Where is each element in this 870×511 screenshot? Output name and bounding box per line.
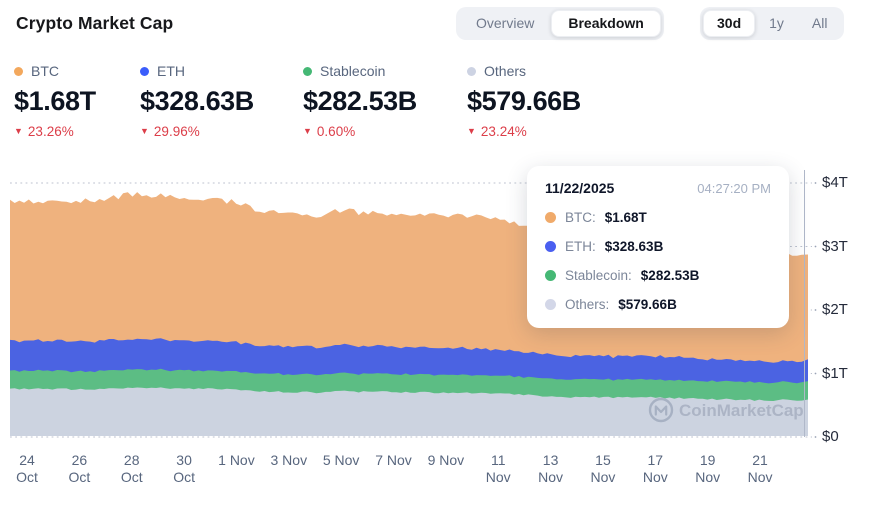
x-tick-26-oct: 26 Oct bbox=[68, 452, 91, 485]
tooltip-time: 04:27:20 PM bbox=[697, 181, 771, 196]
x-tick-30-oct: 30 Oct bbox=[173, 452, 195, 485]
stat-eth[interactable]: ETH $328.63B ▼ 29.96% bbox=[140, 63, 254, 139]
series-color-dot bbox=[545, 299, 556, 310]
series-color-dot bbox=[545, 241, 556, 252]
tooltip-row-label: Others: bbox=[565, 297, 610, 312]
x-tick-13-nov: 13 Nov bbox=[538, 452, 564, 485]
chart-tooltip: 11/22/2025 04:27:20 PM BTC: $1.68T ETH: $32… bbox=[527, 166, 789, 328]
x-tick-5-nov: 5 Nov bbox=[322, 452, 360, 468]
view-tab-group: Overview Breakdown bbox=[456, 7, 664, 40]
watermark-text: CoinMarketCap bbox=[679, 401, 804, 420]
x-tick-7-nov: 7 Nov bbox=[375, 452, 412, 468]
stat-change: ▼ 23.26% bbox=[14, 124, 74, 139]
series-color-dot bbox=[545, 212, 556, 223]
tooltip-row-value: $282.53B bbox=[640, 268, 700, 283]
tooltip-row-value: $1.68T bbox=[604, 210, 647, 225]
tooltip-row-value: $579.66B bbox=[618, 297, 677, 312]
y-tick-0: $0 bbox=[822, 428, 839, 445]
stat-value: $1.68T bbox=[14, 86, 96, 116]
x-tick-11-nov: 11 Nov bbox=[485, 452, 511, 485]
series-color-dot bbox=[14, 66, 23, 76]
x-tick-24-oct: 24 Oct bbox=[16, 452, 38, 485]
stat-stablecoin[interactable]: Stablecoin $282.53B ▼ 0.60% bbox=[303, 63, 417, 139]
down-arrow-icon: ▼ bbox=[140, 126, 149, 136]
y-tick-1t: $1T bbox=[822, 364, 848, 382]
y-tick-3t: $3T bbox=[822, 237, 848, 255]
series-color-dot bbox=[545, 270, 556, 281]
x-tick-9-nov: 9 Nov bbox=[427, 452, 465, 468]
axis-tick bbox=[814, 436, 817, 438]
range-tab-all[interactable]: All bbox=[798, 10, 842, 37]
tooltip-row-label: BTC: bbox=[565, 210, 596, 225]
range-tab-30d[interactable]: 30d bbox=[703, 10, 756, 37]
x-tick-1-nov: 1 Nov bbox=[218, 452, 255, 468]
tooltip-row-others: Others: $579.66B bbox=[545, 297, 771, 312]
axis-tick bbox=[814, 182, 817, 184]
series-color-dot bbox=[303, 66, 312, 76]
y-tick-2t: $2T bbox=[822, 301, 848, 318]
range-tab-1y[interactable]: 1y bbox=[755, 10, 798, 37]
stat-label: BTC bbox=[14, 63, 96, 79]
stat-label: ETH bbox=[140, 63, 254, 79]
stat-value: $579.66B bbox=[467, 86, 581, 116]
x-tick-15-nov: 15 Nov bbox=[590, 452, 616, 485]
stat-value: $282.53B bbox=[303, 86, 417, 116]
area-others bbox=[10, 387, 808, 436]
down-arrow-icon: ▼ bbox=[14, 126, 23, 136]
tooltip-header: 11/22/2025 04:27:20 PM bbox=[545, 180, 771, 196]
down-arrow-icon: ▼ bbox=[467, 126, 476, 136]
stat-others[interactable]: Others $579.66B ▼ 23.24% bbox=[467, 63, 581, 139]
x-tick-19-nov: 19 Nov bbox=[695, 452, 721, 485]
x-tick-17-nov: 17 Nov bbox=[642, 452, 668, 485]
down-arrow-icon: ▼ bbox=[303, 126, 312, 136]
stat-change: ▼ 23.24% bbox=[467, 124, 527, 139]
tab-breakdown[interactable]: Breakdown bbox=[551, 10, 661, 37]
tooltip-row-stablecoin: Stablecoin: $282.53B bbox=[545, 268, 771, 283]
stat-btc[interactable]: BTC $1.68T ▼ 23.26% bbox=[14, 63, 96, 139]
axis-tick bbox=[814, 245, 817, 248]
series-color-dot bbox=[140, 66, 149, 76]
range-tab-group: 30d 1y All bbox=[700, 7, 845, 40]
axis-tick bbox=[814, 309, 817, 311]
coinmarketcap-logo-icon bbox=[648, 397, 674, 423]
x-tick-21-nov: 21 Nov bbox=[747, 452, 773, 485]
x-tick-28-oct: 28 Oct bbox=[120, 452, 143, 485]
tooltip-date: 11/22/2025 bbox=[545, 180, 615, 196]
tooltip-row-label: Stablecoin: bbox=[565, 268, 632, 283]
stat-value: $328.63B bbox=[140, 86, 254, 116]
series-color-dot bbox=[467, 66, 476, 76]
stat-change: ▼ 0.60% bbox=[303, 124, 356, 139]
y-tick-4t: $4T bbox=[822, 174, 848, 191]
stat-label: Stablecoin bbox=[303, 63, 417, 79]
tab-overview[interactable]: Overview bbox=[459, 10, 551, 37]
tooltip-row-value: $328.63B bbox=[604, 239, 664, 254]
tooltip-row-label: ETH: bbox=[565, 239, 596, 254]
legend-stats-row: BTC $1.68T ▼ 23.26% ETH $328.63B ▼ 29.96% Stable… bbox=[0, 63, 870, 158]
stat-label: Others bbox=[467, 63, 581, 79]
tooltip-row-eth: ETH: $328.63B bbox=[545, 239, 771, 254]
x-tick-3-nov: 3 Nov bbox=[270, 452, 308, 468]
axis-tick bbox=[814, 372, 817, 375]
page-title: Crypto Market Cap bbox=[16, 13, 174, 33]
tooltip-row-btc: BTC: $1.68T bbox=[545, 210, 771, 225]
coinmarketcap-watermark: CoinMarketCap bbox=[648, 397, 804, 423]
stat-change: ▼ 29.96% bbox=[140, 124, 200, 139]
